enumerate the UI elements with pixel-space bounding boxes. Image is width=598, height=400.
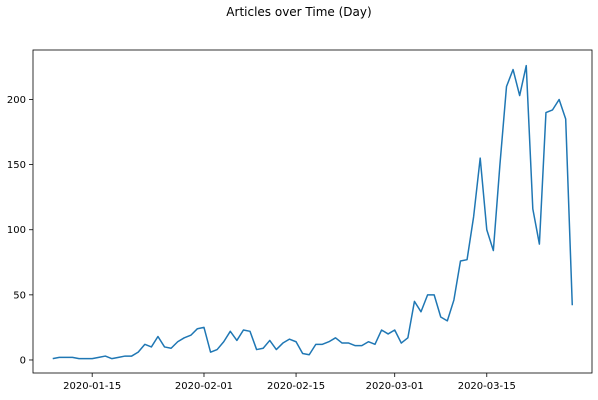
- y-tick-label: 50: [13, 290, 26, 301]
- y-tick-label: 0: [20, 355, 26, 366]
- plot-frame: [33, 50, 592, 373]
- y-tick-label: 150: [7, 160, 26, 171]
- x-tick-label: 2020-02-15: [267, 381, 325, 392]
- y-tick-label: 200: [7, 95, 26, 106]
- series-line-0: [53, 66, 573, 359]
- x-tick-label: 2020-03-01: [366, 381, 424, 392]
- x-tick-label: 2020-03-15: [458, 381, 516, 392]
- y-tick-label: 100: [7, 225, 26, 236]
- x-tick-label: 2020-02-01: [175, 381, 233, 392]
- x-tick-label: 2020-01-15: [63, 381, 121, 392]
